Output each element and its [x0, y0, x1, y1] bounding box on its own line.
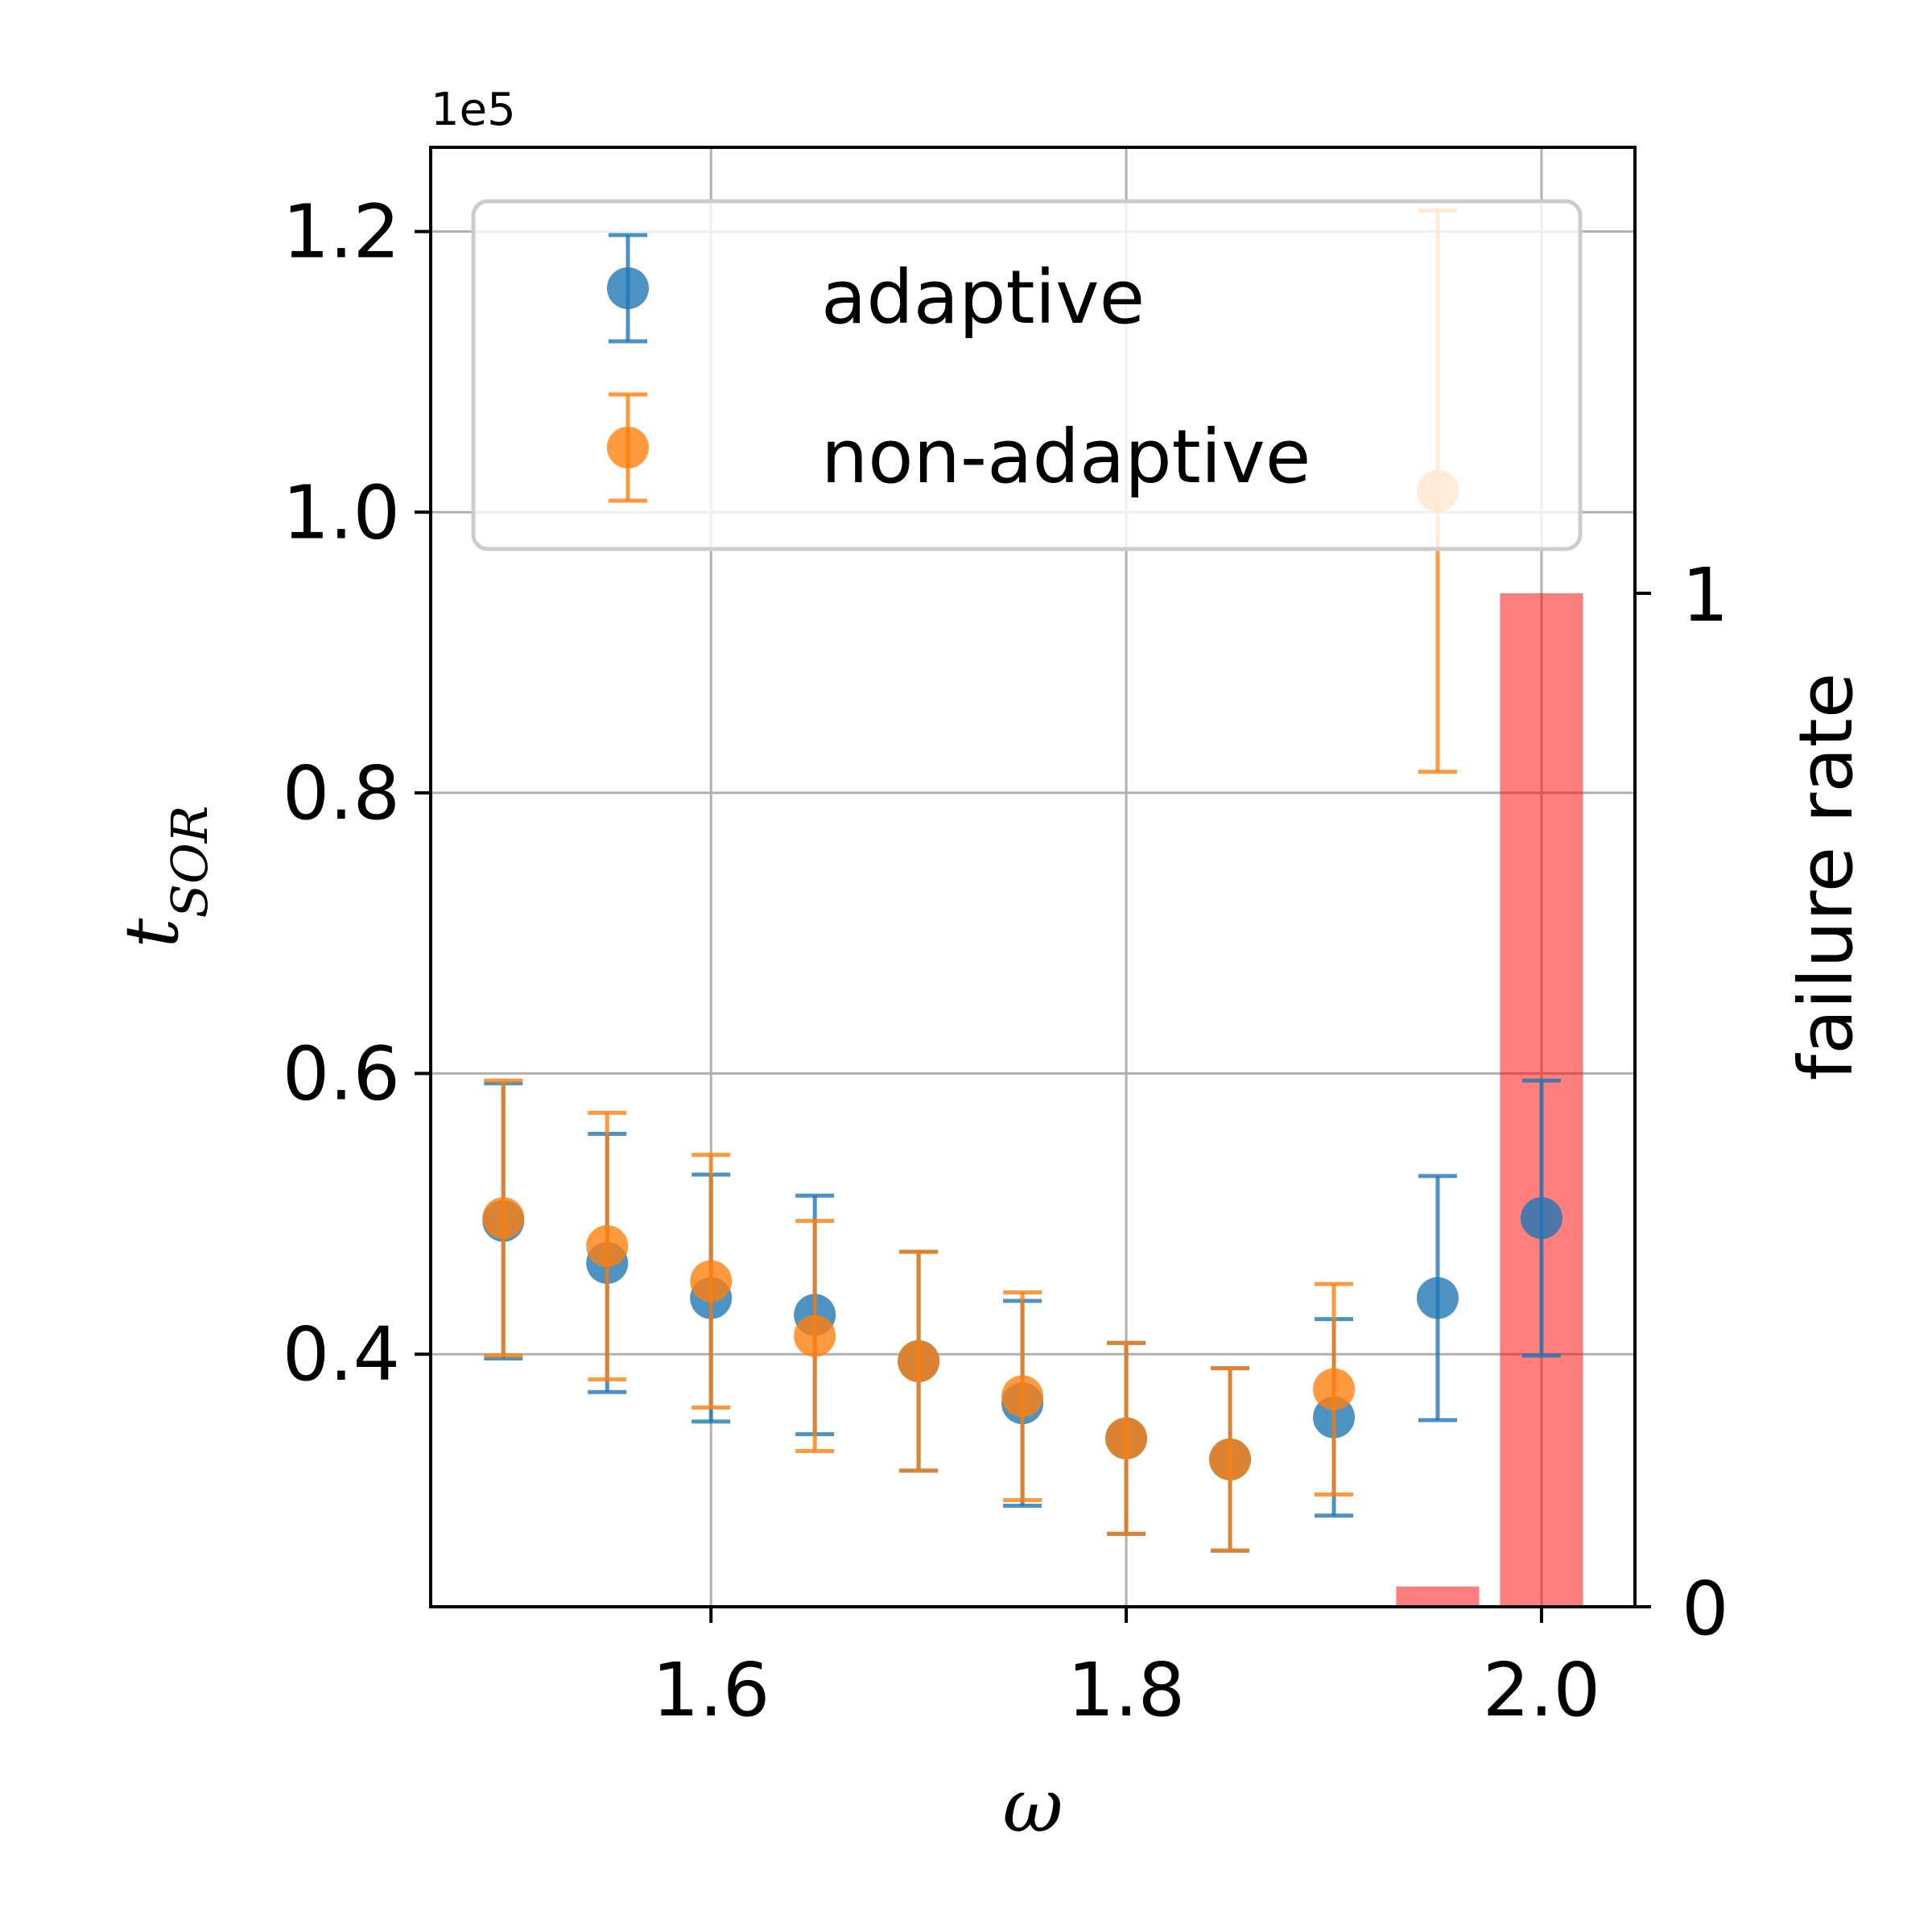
- y-tick-label: 1.2: [283, 189, 400, 275]
- y-ticks: 0.4 0.6 0.8 1.0 1.2: [283, 189, 431, 1397]
- x-axis-label: ω: [1002, 1763, 1063, 1849]
- legend-point: [607, 427, 649, 469]
- y-offset-label: 1e5: [431, 84, 516, 136]
- y2-tick-label: 0: [1682, 1566, 1729, 1652]
- legend: adaptive non-adaptive: [471, 199, 1583, 551]
- data-point: [898, 1340, 940, 1382]
- data-point: [482, 1197, 525, 1240]
- y-tick-label: 0.8: [283, 750, 400, 836]
- legend-label-adaptive: adaptive: [821, 254, 1145, 341]
- legend-marker-adaptive: [607, 233, 649, 344]
- legend-point: [607, 267, 649, 309]
- legend-label-non-adaptive: non-adaptive: [821, 414, 1311, 500]
- data-point: [1105, 1417, 1148, 1459]
- data-point: [1520, 1197, 1563, 1240]
- x-tick-label: 2.0: [1483, 1647, 1600, 1733]
- x-tick-label: 1.6: [652, 1647, 770, 1733]
- y-axis-label: tSOR: [109, 806, 219, 948]
- data-point: [1209, 1438, 1252, 1480]
- data-point: [1001, 1375, 1044, 1418]
- y2-ticks: 01: [1635, 552, 1729, 1652]
- legend-box: [471, 199, 1583, 551]
- data-point: [586, 1224, 629, 1267]
- data-point: [690, 1260, 733, 1302]
- y2-axis-label: failure rate: [1783, 673, 1869, 1081]
- failure-rate-bar: [1396, 1586, 1480, 1607]
- x-ticks: 1.6 1.8 2.0: [652, 1607, 1600, 1733]
- data-point: [794, 1315, 836, 1357]
- y-tick-label: 0.4: [283, 1311, 400, 1397]
- legend-marker-non-adaptive: [607, 392, 649, 503]
- y2-tick-label: 1: [1682, 552, 1729, 638]
- plot-frame: [429, 146, 1637, 1608]
- data-point: [1313, 1368, 1355, 1410]
- y-tick-label: 0.6: [283, 1031, 400, 1117]
- x-tick-label: 1.8: [1067, 1647, 1185, 1733]
- series-layer: [482, 208, 1563, 1553]
- y-tick-label: 1.0: [283, 469, 400, 555]
- data-point: [1416, 1277, 1459, 1319]
